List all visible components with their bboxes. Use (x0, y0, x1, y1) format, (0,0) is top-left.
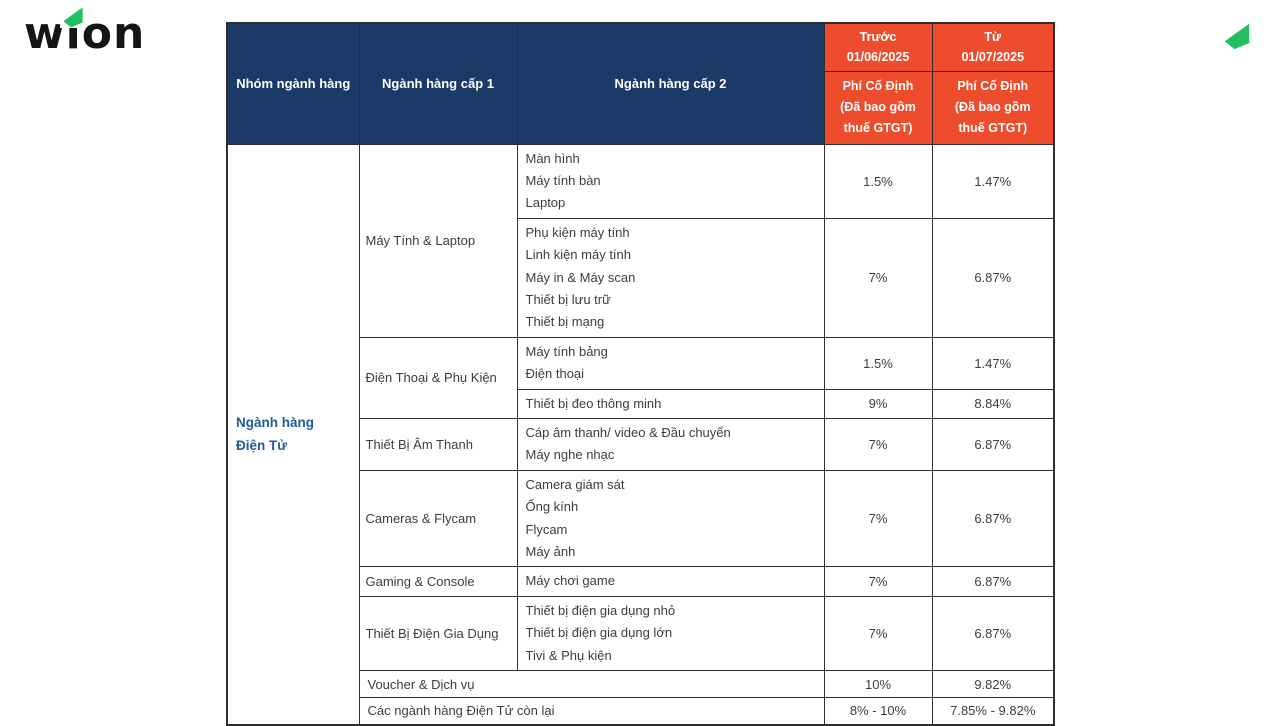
table-row: Phụ kiện máy tính Linh kiện máy tính Máy… (227, 217, 1055, 338)
table-row: Thiết Bị Âm Thanh Cáp âm thanh/ video & … (227, 417, 1055, 471)
fee-after-cell: 1.47% (931, 336, 1055, 390)
fee-after-cell: 1.47% (931, 143, 1055, 219)
cap2-cell: Thiết bị đeo thông minh (516, 388, 825, 419)
fee-before-cell: 7% (823, 469, 933, 568)
cap2-cell: Máy tính bảng Điện thoại (516, 336, 825, 390)
header-fee-label-after: Phí Cố Định (Đã bao gồm thuế GTGT) (931, 70, 1055, 145)
fee-before-cell: 1.5% (823, 143, 933, 219)
table-row: Cameras & Flycam Camera giám sát Ống kín… (227, 469, 1055, 568)
table-row: Điện Thoại & Phụ Kiện Máy tính bảng Điện… (227, 336, 1055, 419)
fee-after-cell: 7.85% - 9.82% (931, 697, 1055, 726)
fee-before-cell: 1.5% (823, 336, 933, 390)
wion-logo: wion (24, 6, 174, 64)
fee-before-cell: 7% (823, 217, 933, 338)
merged-category-cell: Voucher & Dịch vụ (358, 670, 825, 699)
fee-after-cell: 8.84% (931, 388, 1055, 419)
group-label-cell: Ngành hàng Điện Tử (226, 143, 360, 726)
table-row: Thiết Bị Điện Gia Dụng Thiết bị điện gia… (227, 595, 1055, 672)
fee-before-cell: 7% (823, 595, 933, 672)
cap1-cell: Máy Tính & Laptop (358, 143, 518, 338)
cap2-cell: Camera giám sát Ống kính Flycam Máy ảnh (516, 469, 825, 568)
fee-before-cell: 7% (823, 566, 933, 597)
brand-arrow-icon (1222, 22, 1252, 50)
cap2-cell: Màn hình Máy tính bàn Laptop (516, 143, 825, 219)
cap2-cell: Cáp âm thanh/ video & Đầu chuyển Máy ngh… (516, 417, 825, 471)
table-row: Voucher & Dịch vụ 10% 9.82% (227, 670, 1055, 699)
table-row: Thiết bị đeo thông minh 9% 8.84% (227, 388, 1055, 419)
cap1-cell: Thiết Bị Điện Gia Dụng (358, 595, 518, 672)
cap1-cell: Điện Thoại & Phụ Kiện (358, 336, 518, 419)
fee-before-cell: 8% - 10% (823, 697, 933, 726)
fee-after-cell: 6.87% (931, 469, 1055, 568)
fee-before-cell: 9% (823, 388, 933, 419)
cap1-cell: Thiết Bị Âm Thanh (358, 417, 518, 471)
fee-after-cell: 6.87% (931, 566, 1055, 597)
header-cap2-col: Ngành hàng cấp 2 (516, 22, 825, 145)
fee-after-cell: 6.87% (931, 417, 1055, 471)
header-cap1-col: Ngành hàng cấp 1 (358, 22, 518, 145)
header-period-before: Trước 01/06/2025 (823, 22, 933, 72)
cap1-cell: Cameras & Flycam (358, 469, 518, 568)
header-group-col: Nhóm ngành hàng (226, 22, 360, 145)
cap2-cell: Phụ kiện máy tính Linh kiện máy tính Máy… (516, 217, 825, 338)
fee-table: Nhóm ngành hàng Ngành hàng cấp 1 Ngành h… (226, 22, 1055, 726)
header-period-after: Từ 01/07/2025 (931, 22, 1055, 72)
table-row: Gaming & Console Máy chơi game 7% 6.87% (227, 566, 1055, 597)
cap1-cell: Gaming & Console (358, 566, 518, 597)
fee-before-cell: 10% (823, 670, 933, 699)
fee-after-cell: 6.87% (931, 217, 1055, 338)
cap2-cell: Thiết bị điện gia dụng nhỏ Thiết bị điện… (516, 595, 825, 672)
wion-logo-arrow-icon (60, 6, 86, 28)
fee-before-cell: 7% (823, 417, 933, 471)
table-row: Ngành hàng Điện Tử Máy Tính & Laptop Màn… (226, 143, 1055, 726)
merged-category-cell: Các ngành hàng Điện Tử còn lại (358, 697, 825, 726)
cap2-cell: Máy chơi game (516, 566, 825, 597)
fee-after-cell: 9.82% (931, 670, 1055, 699)
header-fee-label-before: Phí Cố Định (Đã bao gồm thuế GTGT) (823, 70, 933, 145)
fee-after-cell: 6.87% (931, 595, 1055, 672)
